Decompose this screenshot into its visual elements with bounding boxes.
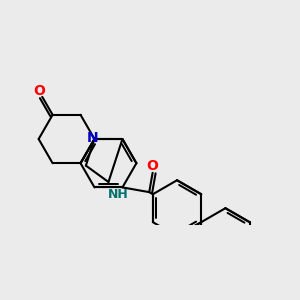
Text: NH: NH <box>108 188 129 201</box>
Text: N: N <box>87 130 98 145</box>
Text: O: O <box>147 159 159 173</box>
Text: O: O <box>33 84 45 98</box>
